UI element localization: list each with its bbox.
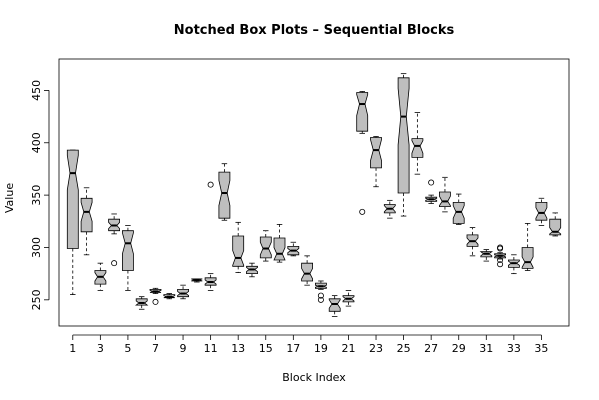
box-15 xyxy=(259,230,272,262)
y-axis-label: Value xyxy=(3,183,16,213)
x-tick-label: 33 xyxy=(507,342,521,355)
box-5 xyxy=(122,225,134,291)
box-29 xyxy=(452,193,465,225)
x-tick-label: 23 xyxy=(369,342,383,355)
y-axis: 250 300 350 400 450 xyxy=(30,80,50,310)
x-tick-label: 11 xyxy=(204,342,218,355)
box-33 xyxy=(507,254,520,275)
box-35 xyxy=(535,197,548,226)
box-30 xyxy=(466,227,479,257)
x-tick-label: 31 xyxy=(479,342,493,355)
box-body xyxy=(80,197,93,233)
box-11 xyxy=(204,181,217,291)
box-21 xyxy=(342,289,355,307)
box-body xyxy=(397,77,410,194)
box-body xyxy=(259,236,272,259)
box-body xyxy=(452,201,465,224)
outlier-point xyxy=(207,181,214,188)
box-body xyxy=(438,191,451,208)
x-tick-label: 7 xyxy=(152,342,159,355)
box-24 xyxy=(383,199,396,219)
x-tick-label: 9 xyxy=(180,342,187,355)
x-tick-label: 25 xyxy=(397,342,411,355)
box-23 xyxy=(370,136,382,188)
x-tick-label: 3 xyxy=(97,342,104,355)
outlier-point xyxy=(359,208,366,215)
box-body xyxy=(273,237,286,261)
box-1 xyxy=(66,149,79,295)
box-14 xyxy=(246,262,258,278)
box-12 xyxy=(218,163,231,221)
box-body xyxy=(328,298,341,312)
y-tick-label: 300 xyxy=(30,237,43,258)
x-tick-label: 27 xyxy=(424,342,438,355)
x-tick-label: 13 xyxy=(231,342,245,355)
y-tick-label: 400 xyxy=(30,132,43,153)
x-axis-label: Block Index xyxy=(282,371,346,384)
box-32 xyxy=(494,244,507,268)
y-tick-label: 250 xyxy=(30,289,43,310)
chart-title: Notched Box Plots – Sequential Blocks xyxy=(174,23,455,38)
x-tick-label: 5 xyxy=(124,342,131,355)
x-tick-label: 35 xyxy=(534,342,548,355)
box-20 xyxy=(328,295,341,317)
box-7 xyxy=(149,287,162,305)
plot-area: 1 3 5 7 9 11 13 15 17 19 21 23 25 27 29 31 33 35250300350… xyxy=(30,58,570,355)
y-tick-label: 350 xyxy=(30,185,43,206)
box-body xyxy=(232,235,245,267)
box-22 xyxy=(356,91,369,215)
box-4 xyxy=(108,213,120,267)
box-34 xyxy=(521,222,534,271)
box-16 xyxy=(273,224,286,263)
outlier-point xyxy=(317,292,324,299)
box-26 xyxy=(411,112,424,175)
box-13 xyxy=(232,221,245,274)
outlier-point xyxy=(497,261,504,268)
x-tick-label: 19 xyxy=(314,342,328,355)
box-9 xyxy=(177,284,190,300)
box-3 xyxy=(94,262,107,291)
outlier-point xyxy=(428,179,435,186)
box-31 xyxy=(479,249,493,262)
x-tick-label: 1 xyxy=(69,342,76,355)
plot-frame xyxy=(58,58,570,327)
x-axis: 1 3 5 7 9 11 13 15 17 19 21 23 25 27 29 31 33 35 xyxy=(69,334,548,355)
box-body xyxy=(370,137,382,169)
box-body xyxy=(521,247,534,269)
box-28 xyxy=(438,176,451,213)
outlier-point xyxy=(152,298,159,305)
x-tick-label: 15 xyxy=(259,342,273,355)
box-6 xyxy=(134,296,149,310)
x-tick-label: 29 xyxy=(452,342,466,355)
box-36 xyxy=(549,212,562,237)
box-2 xyxy=(80,187,93,256)
box-body xyxy=(66,149,79,249)
outlier-point xyxy=(497,257,504,264)
box-19 xyxy=(314,280,327,303)
box-body xyxy=(411,138,424,158)
boxes-group xyxy=(66,73,562,317)
box-25 xyxy=(397,73,410,217)
box-body xyxy=(122,230,134,271)
box-body xyxy=(356,92,369,132)
box-27 xyxy=(425,179,438,204)
box-18 xyxy=(301,255,314,286)
outlier-point xyxy=(497,245,504,252)
x-tick-label: 21 xyxy=(341,342,355,355)
box-17 xyxy=(287,241,300,257)
box-10 xyxy=(191,278,203,283)
box-body xyxy=(134,298,149,306)
box-body xyxy=(218,171,231,219)
y-tick-label: 450 xyxy=(30,80,43,101)
outlier-point xyxy=(317,296,324,303)
x-tick-label: 17 xyxy=(286,342,300,355)
outlier-point xyxy=(111,260,118,267)
box-body xyxy=(535,201,548,221)
box-body xyxy=(301,262,314,282)
box-8 xyxy=(163,293,176,300)
